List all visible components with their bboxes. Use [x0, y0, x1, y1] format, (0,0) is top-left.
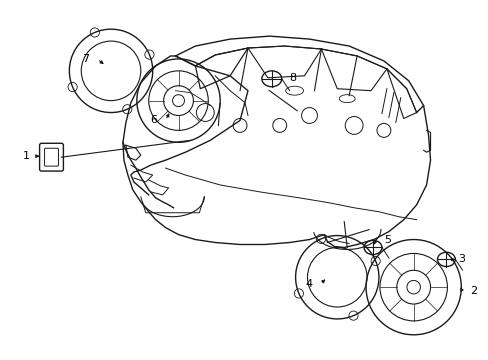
Text: 7: 7	[82, 54, 89, 64]
Text: 3: 3	[457, 255, 465, 264]
Text: 6: 6	[150, 116, 157, 126]
Text: 2: 2	[469, 286, 476, 296]
Text: 8: 8	[289, 73, 296, 83]
Text: 1: 1	[22, 151, 30, 161]
Text: 4: 4	[305, 279, 312, 289]
Text: 5: 5	[383, 234, 390, 244]
